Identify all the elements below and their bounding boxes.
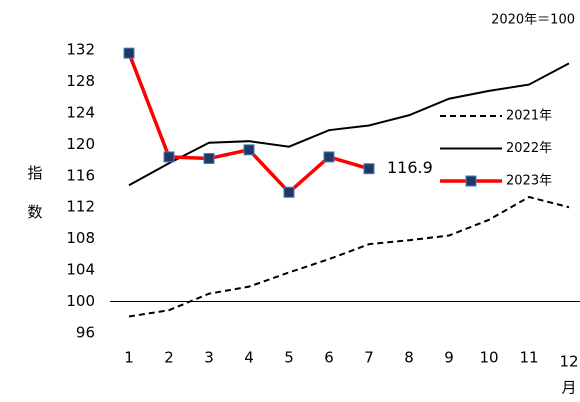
y-tick-label: 120	[66, 135, 95, 153]
chart-subtitle: 2020年＝100	[491, 13, 575, 28]
marker	[363, 163, 375, 175]
y-axis-label: 指数	[26, 165, 44, 243]
legend-label: 2022年	[506, 141, 552, 156]
x-tick-label: 10	[479, 349, 498, 367]
x-tick-label: 7	[364, 349, 374, 367]
y-tick-label: 128	[66, 72, 95, 90]
marker	[283, 186, 295, 198]
x-tick-label: 6	[324, 349, 334, 367]
x-tick-label: 11	[519, 349, 538, 367]
data-label: 116.9	[387, 158, 433, 177]
marker	[323, 151, 335, 163]
y-tick-label: 96	[76, 324, 95, 342]
marker	[203, 152, 215, 164]
x-tick-label: 2	[164, 349, 174, 367]
y-tick-label: 116	[66, 166, 95, 184]
x-tick-label: 3	[204, 349, 214, 367]
y-tick-label: 108	[66, 229, 95, 247]
series-line	[128, 62, 570, 187]
x-axis-label: 月	[561, 379, 576, 397]
y-tick-label: 124	[66, 103, 95, 121]
y-tick-label: 132	[66, 41, 95, 59]
y-tick-label: 100	[66, 292, 95, 310]
x-tick-label: 9	[444, 349, 454, 367]
marker	[163, 151, 175, 163]
series-line	[128, 195, 570, 318]
y-tick-label: 112	[66, 198, 95, 216]
x-tick-label: 8	[404, 349, 414, 367]
legend-label: 2023年	[506, 174, 552, 189]
x-tick-label: 5	[284, 349, 294, 367]
marker	[243, 144, 255, 156]
legend-marker	[465, 175, 477, 187]
x-tick-label: 4	[244, 349, 254, 367]
legend-label: 2021年	[506, 109, 552, 124]
series-line	[127, 52, 370, 195]
x-tick-label: 1	[124, 349, 134, 367]
marker	[123, 47, 135, 59]
x-tick-label: 12	[559, 353, 578, 371]
y-tick-label: 104	[66, 261, 95, 279]
